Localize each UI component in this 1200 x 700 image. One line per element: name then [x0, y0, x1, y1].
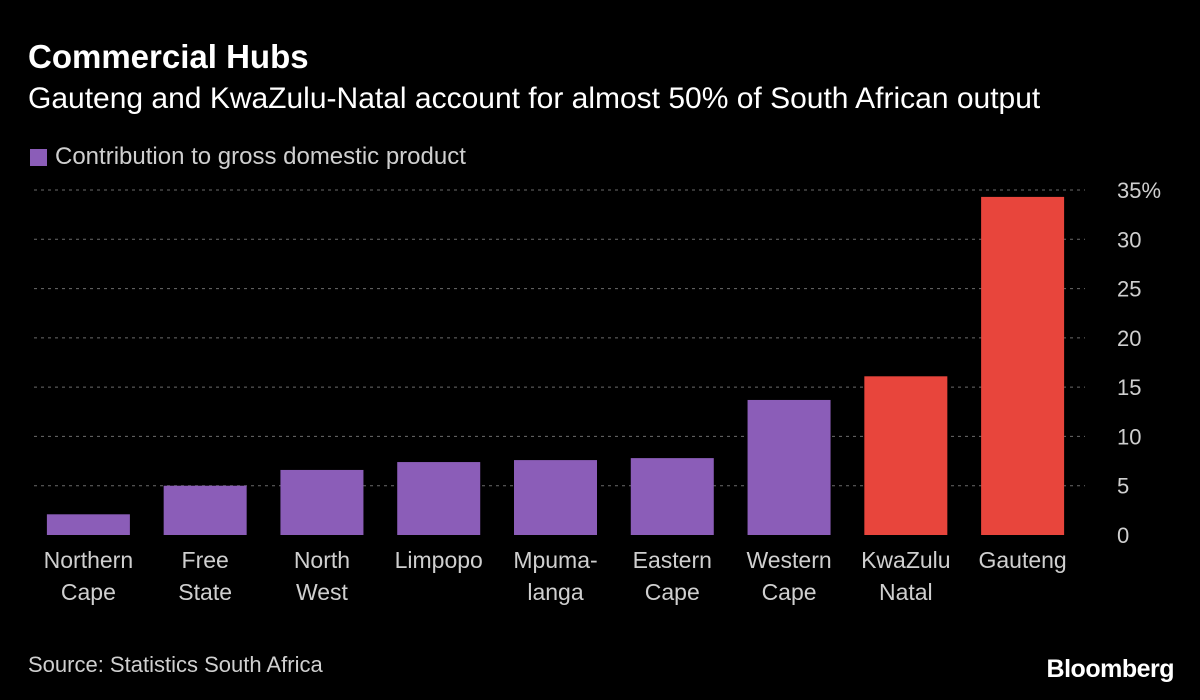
- legend-swatch: [30, 148, 47, 166]
- bar: [163, 485, 247, 535]
- x-axis-labels: Northern Cape Free State North West Limpopo Mpu…: [44, 547, 1067, 605]
- source-note: Source: Statistics South Africa: [28, 652, 323, 677]
- y-tick-label: 20: [1117, 326, 1141, 351]
- y-tick-label: 30: [1117, 227, 1141, 252]
- x-tick-label: North West: [294, 547, 350, 605]
- x-tick-label: KwaZulu Natal: [861, 547, 950, 605]
- y-tick-label: 35%: [1117, 178, 1161, 203]
- x-tick-label: Gauteng: [978, 547, 1066, 573]
- bar: [630, 458, 714, 535]
- x-tick-label: Eastern Cape: [633, 547, 712, 605]
- legend: Contribution to gross domestic product: [30, 143, 466, 171]
- bar: [280, 469, 364, 535]
- y-tick-label: 25: [1117, 277, 1141, 302]
- legend-label: Contribution to gross domestic product: [55, 143, 466, 170]
- x-tick-label: Western Cape: [746, 547, 831, 605]
- x-tick-label: Northern Cape: [44, 547, 133, 605]
- bar: [981, 196, 1065, 535]
- bar: [46, 514, 130, 535]
- x-tick-label: Mpuma-langa: [513, 547, 597, 605]
- y-tick-label: 5: [1117, 474, 1129, 499]
- x-tick-label: Free State: [178, 547, 232, 605]
- y-tick-label: 0: [1117, 523, 1129, 548]
- y-tick-label: 10: [1117, 424, 1141, 449]
- bars: [46, 196, 1065, 535]
- bar: [514, 460, 597, 535]
- y-tick-label: 15: [1117, 375, 1141, 400]
- chart-subtitle: Gauteng and KwaZulu-Natal account for al…: [28, 82, 1041, 115]
- chart-title: Commercial Hubs: [28, 38, 309, 75]
- bloomberg-logo: Bloomberg: [1046, 655, 1175, 683]
- x-tick-label: Limpopo: [395, 547, 483, 573]
- bar: [864, 376, 948, 535]
- bar: [747, 399, 831, 535]
- y-axis-ticks: 0 5 10 15 20 25 30 35%: [1117, 178, 1161, 548]
- bar: [397, 462, 481, 535]
